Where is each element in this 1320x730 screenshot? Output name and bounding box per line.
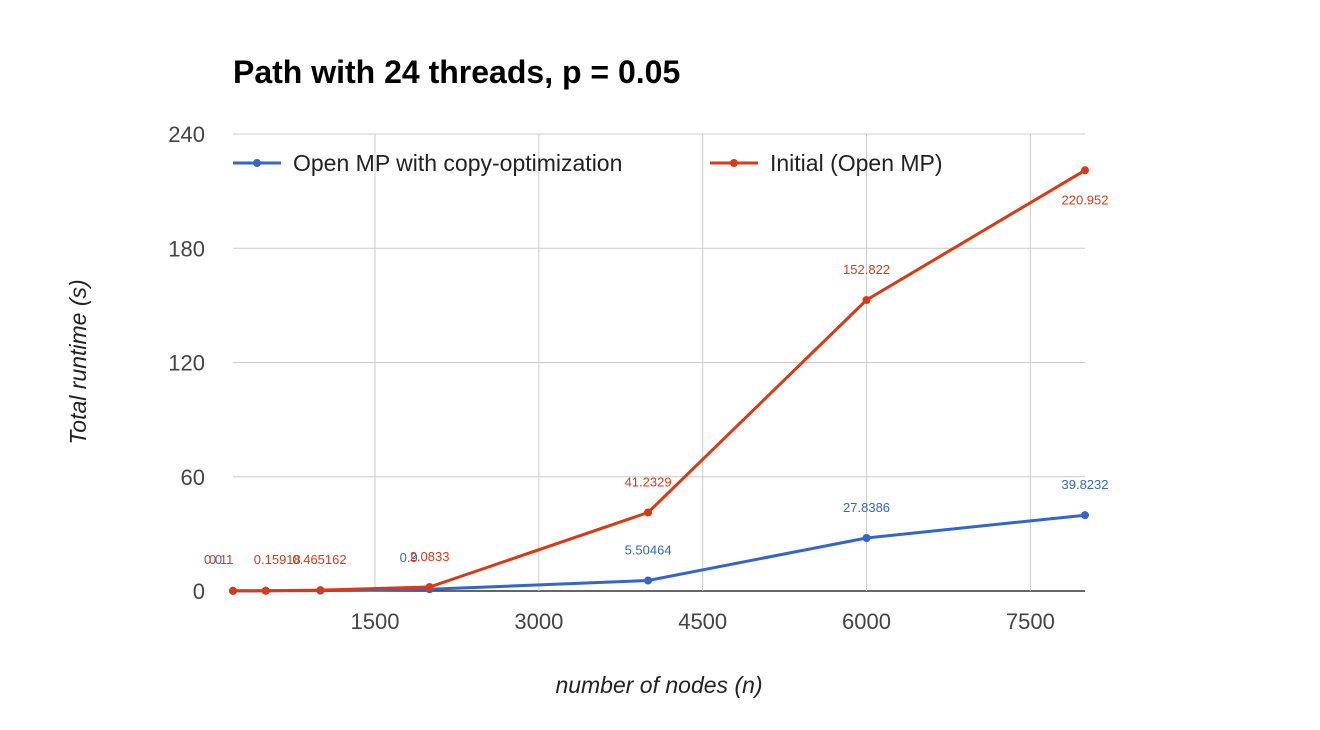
x-tick-label: 6000 [842,609,891,634]
series-points [229,166,1089,595]
y-tick-label: 0 [193,579,205,604]
legend-label: Open MP with copy-optimization [293,150,622,176]
data-label: 0.465162 [292,552,346,567]
data-point [644,576,653,585]
data-point [316,586,325,595]
gridlines [233,133,1085,592]
chart-title: Path with 24 threads, p = 0.05 [233,54,681,90]
y-axis-title: Total runtime (s) [65,279,91,444]
x-axis-title: number of nodes (n) [555,672,762,698]
data-label: 152.822 [843,262,890,277]
x-tick-label: 4500 [678,609,727,634]
data-point [862,296,871,305]
data-point [229,586,237,595]
data-label: 0.11 [209,552,233,567]
data-point [862,533,871,542]
y-tick-label: 240 [168,122,205,147]
legend: Open MP with copy-optimization Initial (O… [233,150,943,176]
data-label: 39.8232 [1062,477,1109,492]
data-label: 27.8386 [843,500,890,515]
y-tick-label: 120 [168,351,205,376]
y-tick-labels: 0 60 120 180 240 [168,122,205,604]
series-lines [232,169,1086,593]
data-point [425,583,434,592]
legend-swatch-marker [730,159,738,167]
data-labels: 0.0 0.9 5.50464 27.8386 39.8232 0.11 0.159180.… [204,192,1109,567]
x-tick-label: 7500 [1006,609,1055,634]
data-label: 220.952 [1062,192,1109,207]
y-tick-label: 180 [168,236,205,261]
data-label: 41.2329 [625,474,672,489]
data-label: 0.9 [400,550,418,565]
data-label: 0.0 [204,552,222,567]
data-point [261,586,270,595]
x-tick-labels: 1500 3000 4500 6000 7500 [351,609,1055,634]
data-point [644,508,653,517]
legend-label: Initial (Open MP) [770,150,943,176]
data-label: 2.0833 [410,549,450,564]
data-label: 0.15918 [254,552,301,567]
y-tick-label: 60 [181,465,205,490]
legend-swatch-marker [253,159,261,167]
x-tick-label: 1500 [351,609,400,634]
data-point [1081,166,1089,175]
data-label: 5.50464 [625,543,672,558]
x-tick-label: 3000 [514,609,563,634]
data-point [1081,511,1089,520]
